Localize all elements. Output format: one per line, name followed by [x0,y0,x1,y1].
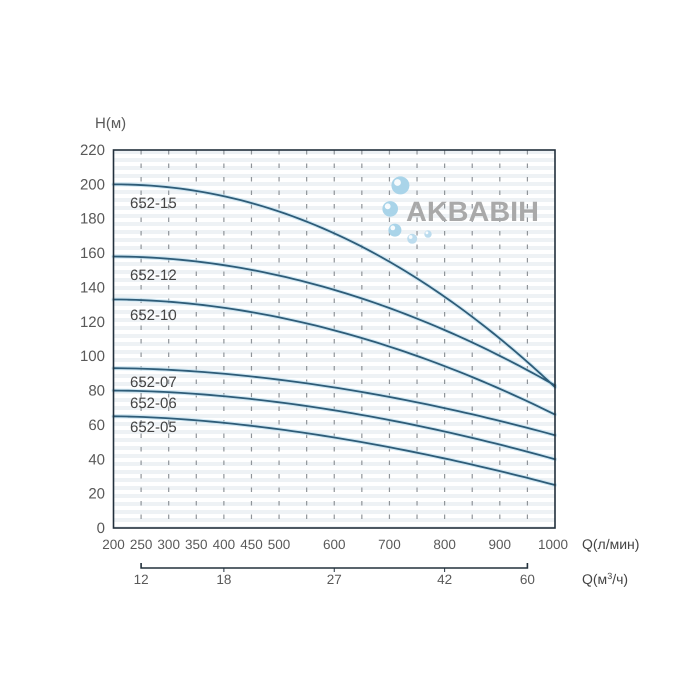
svg-text:AKBABIH: AKBABIH [406,196,539,227]
svg-text:H(м): H(м) [95,115,126,132]
svg-text:0: 0 [97,520,105,537]
svg-text:652-15: 652-15 [130,195,177,212]
svg-text:200: 200 [80,176,105,193]
svg-text:40: 40 [88,451,105,468]
svg-text:60: 60 [88,417,105,434]
svg-text:652-05: 652-05 [130,419,177,436]
svg-text:20: 20 [88,486,105,503]
svg-text:Q(л/мин): Q(л/мин) [582,536,639,552]
svg-text:12: 12 [134,572,149,587]
svg-text:400: 400 [213,537,236,552]
svg-text:900: 900 [489,537,512,552]
svg-text:652-10: 652-10 [130,307,177,324]
svg-text:200: 200 [102,537,125,552]
svg-text:160: 160 [80,245,105,262]
svg-text:600: 600 [323,537,346,552]
svg-text:140: 140 [80,280,105,297]
svg-text:350: 350 [185,537,208,552]
svg-text:120: 120 [80,314,105,331]
svg-text:500: 500 [268,537,291,552]
svg-text:652-12: 652-12 [130,267,177,284]
svg-text:27: 27 [327,572,342,587]
svg-text:180: 180 [80,211,105,228]
svg-text:800: 800 [433,537,456,552]
svg-text:42: 42 [437,572,452,587]
svg-text:Q(м3/ч): Q(м3/ч) [582,571,628,587]
svg-text:18: 18 [216,572,231,587]
svg-text:300: 300 [157,537,180,552]
svg-text:1000: 1000 [538,537,568,552]
svg-text:100: 100 [80,348,105,365]
svg-text:652-07: 652-07 [130,374,177,391]
svg-text:220: 220 [80,142,105,159]
svg-text:450: 450 [240,537,263,552]
svg-text:652-06: 652-06 [130,395,177,412]
svg-text:700: 700 [378,537,401,552]
svg-text:80: 80 [88,383,105,400]
svg-text:60: 60 [520,572,535,587]
svg-text:250: 250 [130,537,153,552]
